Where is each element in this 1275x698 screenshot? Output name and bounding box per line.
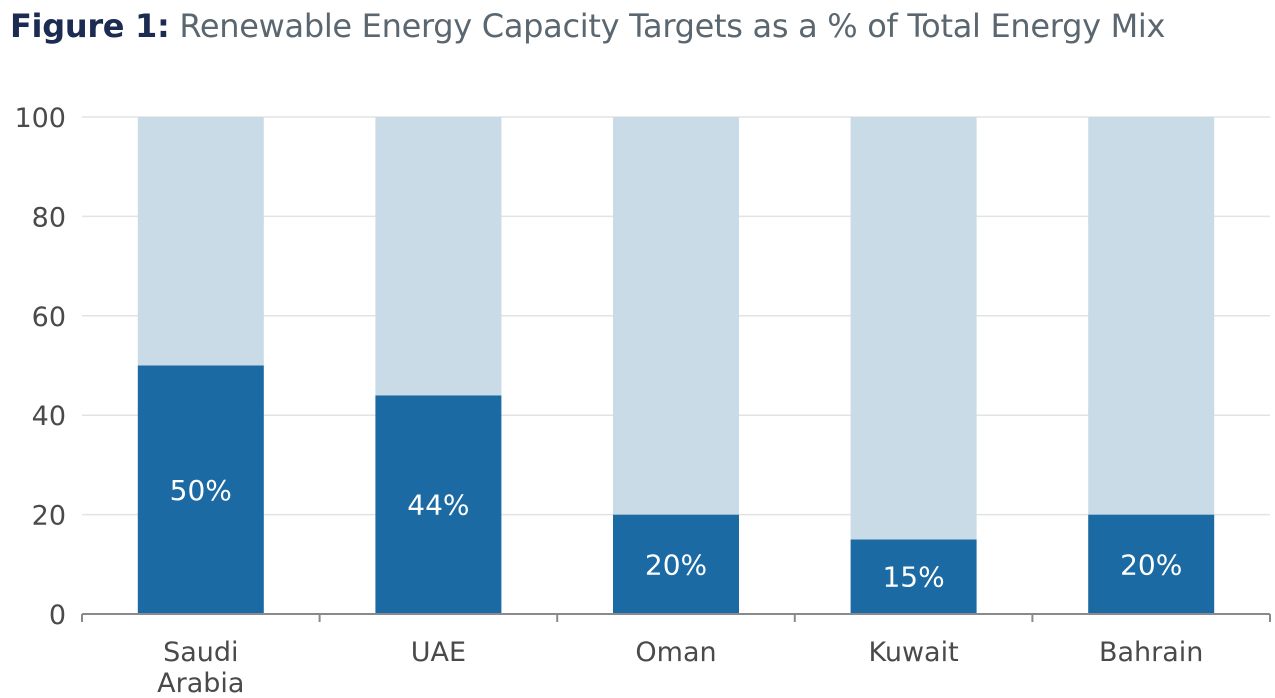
y-tick-label: 20: [32, 501, 66, 532]
category-label: Oman: [635, 637, 716, 668]
category-label: Bahrain: [1099, 637, 1203, 668]
bar-value-5: [1088, 514, 1215, 614]
data-label: 20%: [1120, 548, 1182, 581]
bar-remainder-1: [137, 117, 264, 366]
y-tick-label: 40: [32, 401, 66, 432]
y-tick-label: 80: [32, 202, 66, 233]
chart-title-prefix: Figure 1:: [10, 7, 170, 45]
bar-remainder-3: [613, 117, 739, 515]
y-tick-label: 60: [32, 302, 66, 333]
data-label: 44%: [407, 489, 469, 522]
bar-value-2: [375, 395, 502, 614]
bar-remainder-4: [850, 117, 977, 540]
chart-title-text: Renewable Energy Capacity Targets as a %…: [169, 7, 1166, 45]
x-axis: [81, 613, 1271, 622]
data-label: 50%: [170, 474, 232, 507]
data-labels: 50% 44% 20% 15% 20%: [170, 474, 1183, 594]
bar-value-4: [850, 539, 977, 614]
bars: [137, 117, 1215, 614]
bar-remainder-5: [1088, 117, 1215, 515]
bar-remainder-2: [375, 117, 502, 396]
bar-value-3: [613, 514, 739, 614]
data-label: 15%: [882, 561, 944, 594]
y-tick-label: 100: [14, 103, 66, 134]
chart-title: Figure 1: Renewable Energy Capacity Targ…: [10, 6, 1165, 46]
bar-value-1: [137, 365, 264, 614]
category-label: Kuwait: [868, 637, 958, 668]
category-label: UAE: [411, 637, 466, 668]
data-label: 20%: [645, 548, 707, 581]
y-axis-tick-labels: 0 20 40 60 80 100: [14, 103, 66, 631]
category-label: Arabia: [157, 668, 244, 698]
y-tick-label: 0: [49, 600, 66, 631]
category-label: Saudi: [163, 637, 238, 668]
